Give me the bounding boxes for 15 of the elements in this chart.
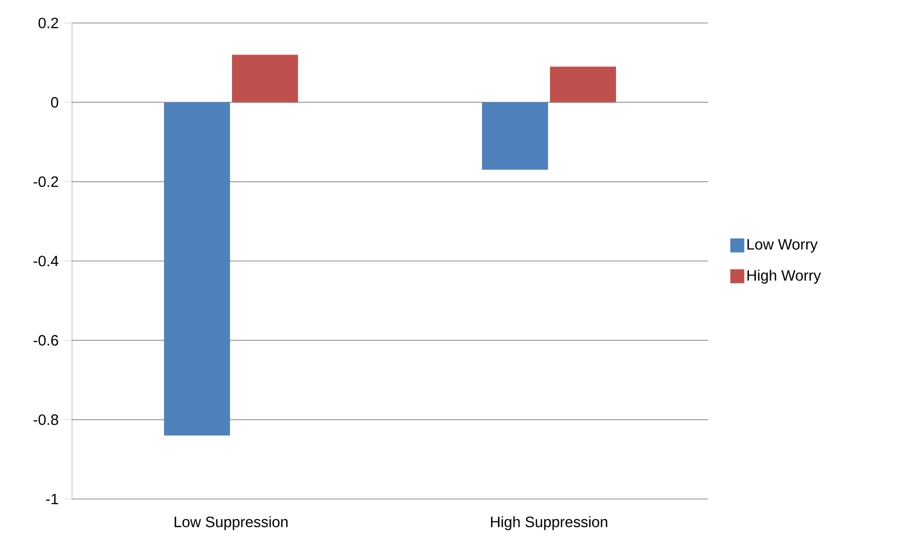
y-tick-label: -0.4	[34, 256, 58, 266]
legend-label: High Worry	[748, 270, 821, 284]
x-tick-label: Low Suppression	[174, 516, 288, 530]
y-tick-label: -1	[46, 494, 58, 504]
y-tick-label: 0	[51, 97, 58, 108]
bar	[550, 66, 616, 102]
bar	[232, 54, 298, 102]
x-tick-label: High Suppression	[491, 516, 608, 530]
y-tick-label: -0.2	[34, 176, 58, 187]
y-tick-label: 0.2	[38, 18, 58, 28]
y-tick-label: -0.8	[34, 414, 58, 425]
bar	[482, 102, 548, 170]
legend-label: Low Worry	[748, 239, 818, 253]
y-tick-label: -0.6	[34, 335, 58, 346]
bar	[164, 102, 230, 436]
